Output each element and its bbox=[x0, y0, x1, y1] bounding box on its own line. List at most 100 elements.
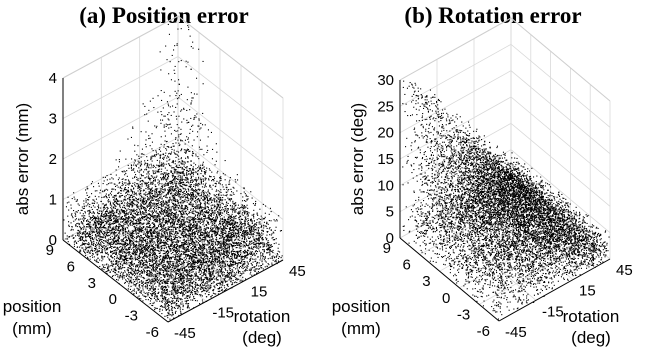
data-point bbox=[182, 248, 184, 250]
data-point bbox=[165, 238, 167, 240]
data-point bbox=[168, 257, 170, 259]
data-point bbox=[148, 191, 150, 193]
data-point bbox=[179, 271, 181, 273]
data-point bbox=[204, 185, 206, 187]
data-point bbox=[135, 197, 137, 199]
data-point bbox=[247, 244, 249, 246]
data-point bbox=[109, 234, 111, 236]
data-point bbox=[159, 164, 161, 166]
data-point bbox=[128, 167, 130, 169]
data-point bbox=[241, 238, 243, 240]
data-point bbox=[140, 190, 142, 192]
data-point bbox=[192, 235, 194, 237]
data-point bbox=[112, 227, 114, 229]
data-point bbox=[195, 268, 197, 270]
data-point bbox=[184, 206, 186, 208]
data-point bbox=[248, 233, 250, 235]
data-point bbox=[173, 267, 175, 269]
data-point bbox=[135, 292, 137, 294]
data-point bbox=[138, 243, 140, 245]
data-point bbox=[159, 238, 161, 240]
data-point bbox=[107, 220, 109, 222]
data-point bbox=[165, 201, 167, 203]
data-point bbox=[225, 239, 227, 241]
data-point bbox=[137, 206, 139, 208]
data-point bbox=[165, 292, 167, 294]
data-point bbox=[146, 273, 148, 275]
data-point bbox=[213, 232, 215, 234]
data-point bbox=[209, 230, 211, 232]
data-point bbox=[203, 236, 205, 238]
data-point bbox=[152, 97, 154, 99]
data-point bbox=[179, 309, 181, 311]
data-point bbox=[176, 281, 178, 283]
data-point bbox=[113, 222, 115, 224]
data-point bbox=[212, 179, 214, 181]
data-point bbox=[200, 267, 202, 269]
data-point bbox=[122, 258, 124, 260]
data-point bbox=[110, 250, 112, 252]
data-point bbox=[193, 213, 195, 215]
data-point bbox=[203, 246, 205, 248]
data-point bbox=[114, 195, 116, 197]
data-point bbox=[216, 279, 218, 281]
data-point bbox=[195, 240, 197, 242]
data-point bbox=[240, 193, 242, 195]
data-point bbox=[104, 246, 106, 248]
data-point bbox=[245, 251, 247, 253]
data-point bbox=[252, 242, 254, 244]
data-point bbox=[122, 249, 124, 251]
data-point bbox=[254, 266, 256, 268]
data-point bbox=[146, 217, 148, 219]
data-point bbox=[138, 205, 140, 207]
data-point bbox=[100, 223, 102, 225]
data-point bbox=[250, 247, 252, 249]
data-point bbox=[229, 179, 231, 181]
data-point bbox=[139, 252, 141, 254]
data-point bbox=[151, 175, 153, 177]
data-point bbox=[197, 230, 199, 232]
data-point bbox=[156, 175, 158, 177]
data-point bbox=[92, 205, 94, 207]
data-point bbox=[110, 260, 112, 262]
data-point bbox=[194, 252, 196, 254]
data-point bbox=[219, 241, 221, 243]
data-point bbox=[163, 261, 165, 263]
data-point bbox=[89, 223, 91, 225]
data-point bbox=[267, 258, 269, 260]
data-point bbox=[230, 230, 232, 232]
data-point bbox=[91, 229, 93, 231]
data-point bbox=[142, 289, 144, 291]
data-point bbox=[157, 232, 159, 234]
data-point bbox=[159, 271, 161, 273]
data-point bbox=[203, 232, 205, 234]
data-point bbox=[137, 218, 139, 220]
data-point bbox=[119, 263, 121, 265]
data-point bbox=[200, 244, 202, 246]
data-point bbox=[222, 265, 224, 267]
data-point bbox=[161, 293, 163, 295]
data-point bbox=[186, 261, 188, 263]
data-point bbox=[191, 263, 193, 265]
data-point bbox=[266, 244, 268, 246]
data-point bbox=[97, 251, 99, 253]
data-point bbox=[187, 274, 189, 276]
data-point bbox=[198, 279, 200, 281]
data-point bbox=[72, 229, 74, 231]
data-point bbox=[120, 258, 122, 260]
data-point bbox=[164, 293, 166, 295]
data-point bbox=[88, 234, 90, 236]
data-point bbox=[261, 219, 263, 221]
data-point bbox=[267, 231, 269, 233]
data-point bbox=[171, 309, 173, 311]
data-point bbox=[170, 236, 172, 238]
data-point bbox=[176, 251, 178, 253]
data-point bbox=[140, 235, 142, 237]
data-point bbox=[146, 213, 148, 215]
data-point bbox=[126, 205, 128, 207]
data-point bbox=[101, 260, 103, 262]
data-point bbox=[142, 294, 144, 296]
data-point bbox=[176, 194, 178, 196]
data-point bbox=[144, 209, 146, 211]
data-point bbox=[124, 179, 126, 181]
